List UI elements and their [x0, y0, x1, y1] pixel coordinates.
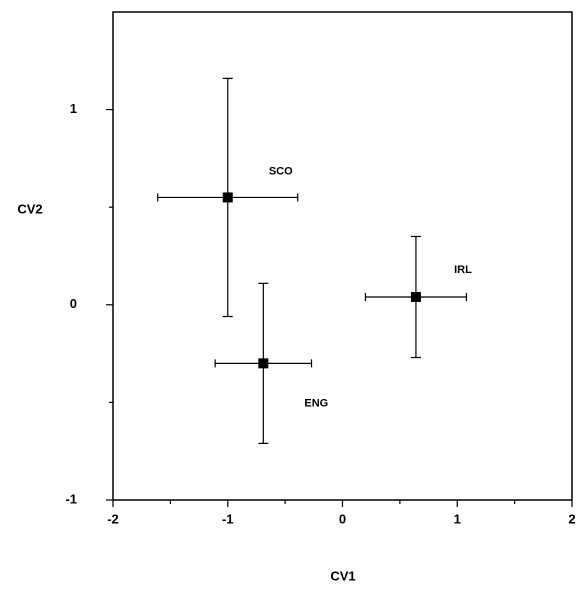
y-tick-label: 1: [70, 101, 77, 116]
point: [258, 358, 269, 369]
y-tick-label: -1: [65, 491, 77, 506]
x-axis-label: CV1: [330, 568, 355, 583]
point: [410, 291, 421, 302]
point-label: ENG: [304, 397, 328, 409]
plot-frame: [112, 11, 573, 501]
x-tick-label: -2: [107, 511, 119, 526]
x-tick-label: 0: [339, 511, 346, 526]
point: [222, 192, 233, 203]
x-tick-label: 1: [454, 511, 461, 526]
y-axis-label: CV2: [17, 201, 42, 216]
point-label: SCO: [269, 165, 293, 177]
x-tick-label: 2: [568, 511, 575, 526]
point-label: IRL: [454, 264, 472, 276]
y-tick-label: 0: [70, 296, 77, 311]
x-tick-label: -1: [222, 511, 234, 526]
